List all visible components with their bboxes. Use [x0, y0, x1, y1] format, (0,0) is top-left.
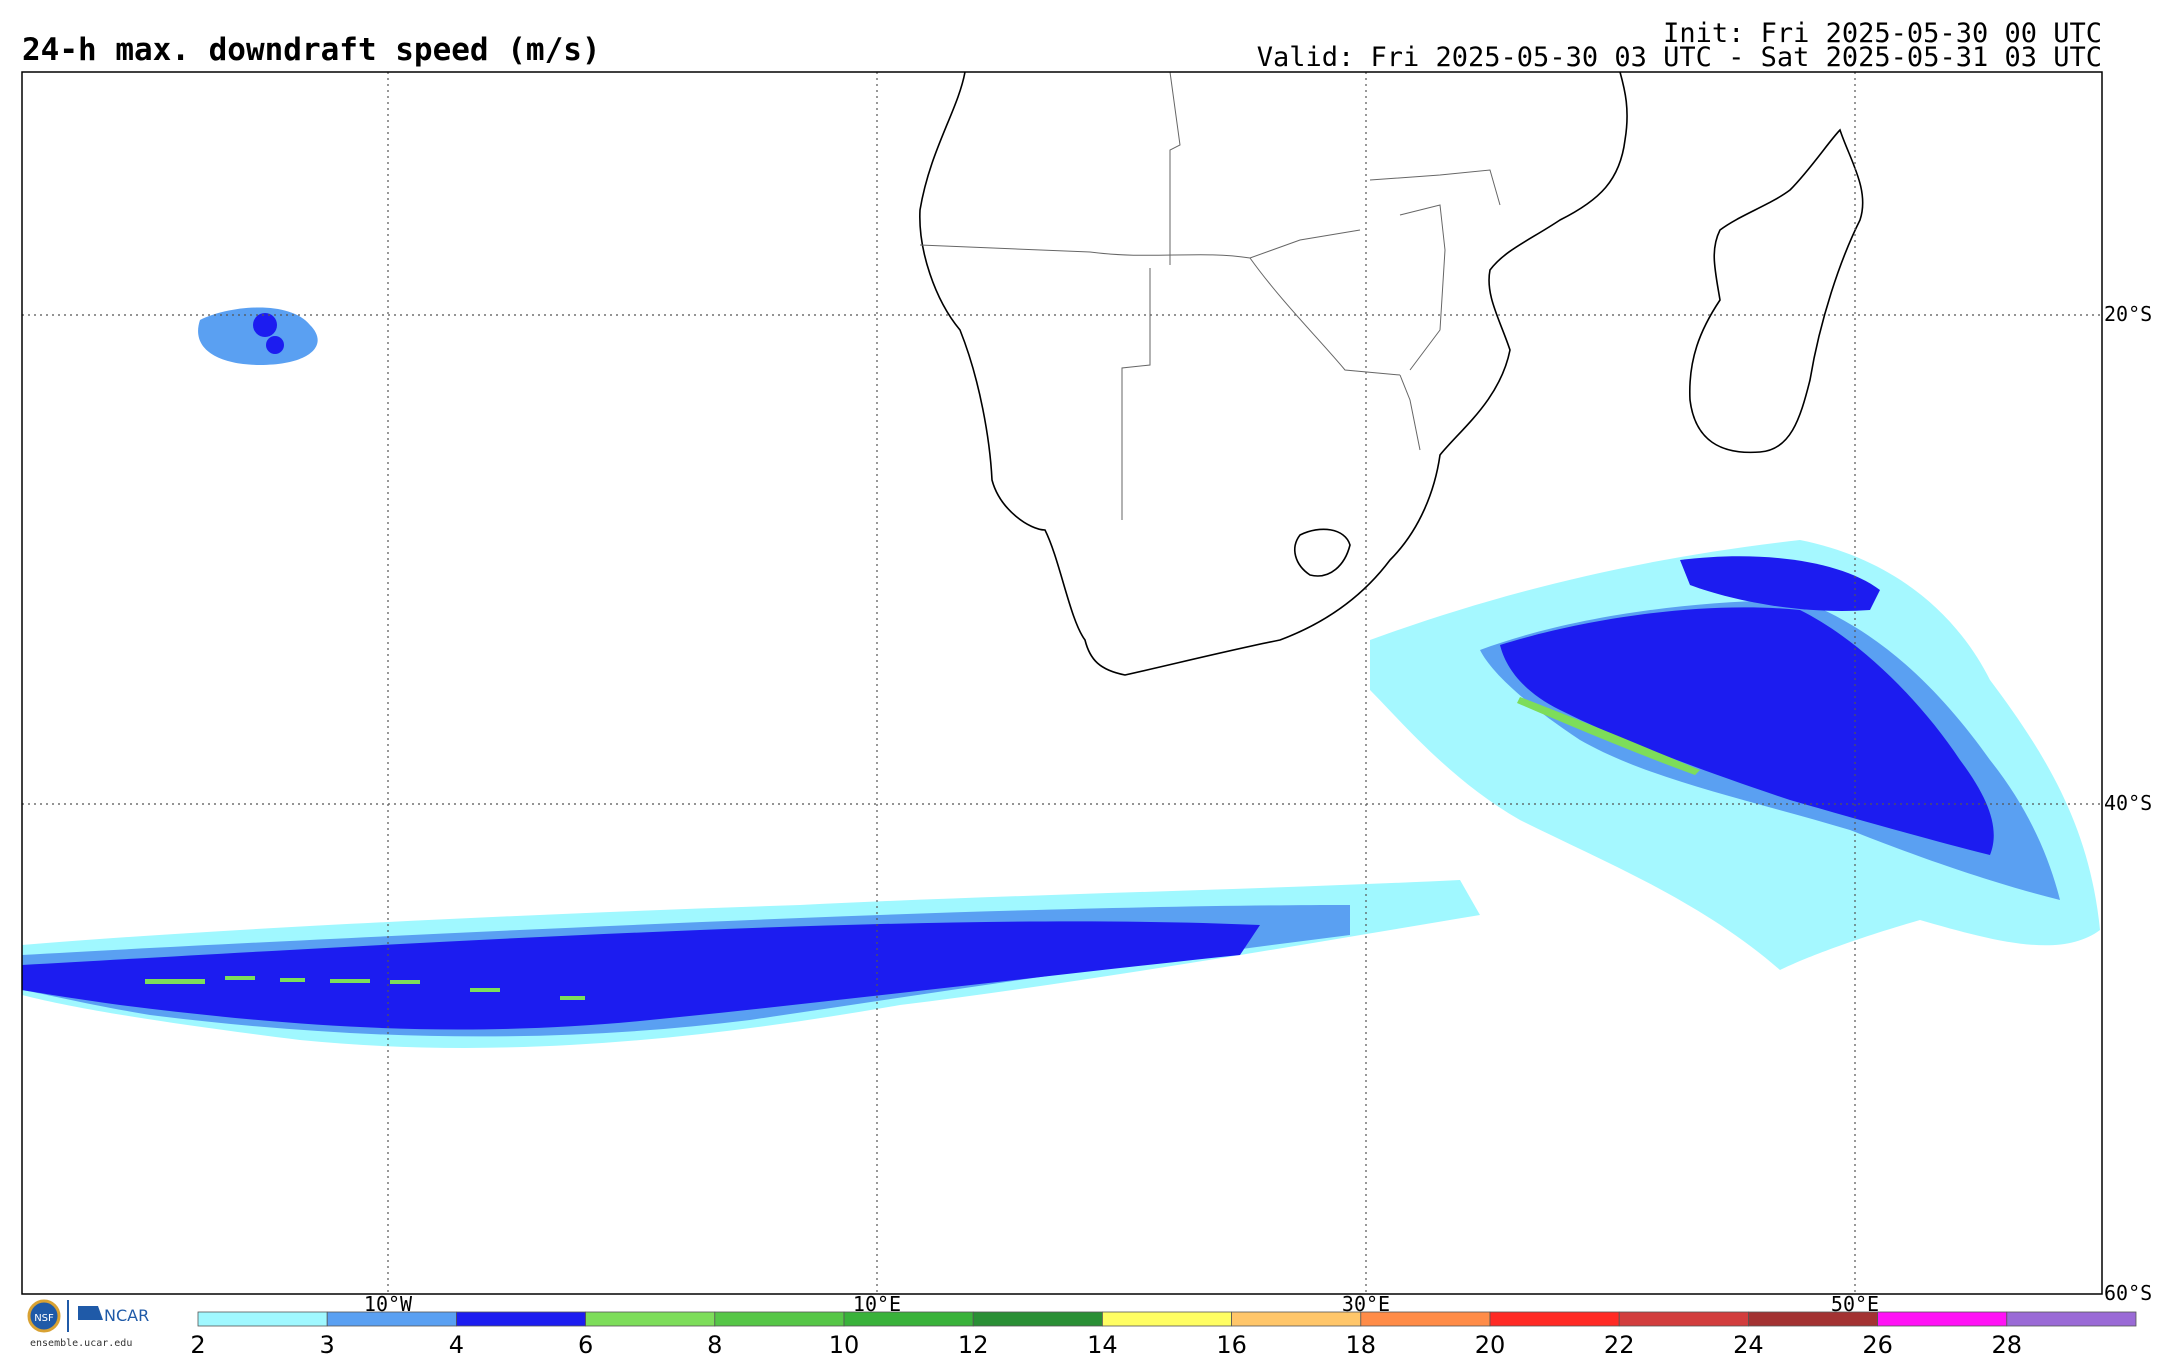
colorbar-swatch	[2006, 1311, 2137, 1327]
colorbar-swatch	[843, 1311, 974, 1327]
ncar-logo-text: NCAR	[104, 1306, 149, 1325]
colorbar: 2 3 4 6 8 10 12 14 16 18 20 22 24 26 28	[190, 1311, 2137, 1354]
colorbar-swatch	[1877, 1311, 2008, 1327]
borders	[919, 71, 1501, 520]
colorbar-swatch	[972, 1311, 1103, 1327]
init-time: Init: Fri 2025-05-30 00 UTC	[1663, 18, 2102, 49]
colorbar-tick-label: 12	[958, 1331, 989, 1354]
colorbar-tick-label: 10	[829, 1331, 860, 1354]
forecast-times: Init: Fri 2025-05-30 00 UTC Valid: Fri 2…	[1256, 20, 2102, 73]
africa-coast	[919, 71, 1628, 676]
map-title: 24-h max. downdraft speed (m/s)	[22, 32, 601, 68]
colorbar-tick-label: 4	[449, 1331, 464, 1354]
colorbar-swatch	[714, 1311, 845, 1327]
colorbar-tick-label: 6	[578, 1331, 593, 1354]
lat-label: 20°S	[2104, 302, 2152, 326]
lat-labels: 20°S 40°S 60°S	[2104, 302, 2152, 1305]
nsf-logo-text: NSF	[34, 1313, 54, 1324]
valid-time: Valid: Fri 2025-05-30 03 UTC - Sat 2025-…	[1256, 42, 2102, 73]
colorbar-swatch	[1231, 1311, 1362, 1327]
colorbar-tick-label: 18	[1346, 1331, 1377, 1354]
colorbar-swatch	[1102, 1311, 1233, 1327]
colorbar-tick-label: 2	[190, 1331, 205, 1354]
colorbar-swatch	[1360, 1311, 1491, 1327]
se-green	[1517, 697, 1700, 775]
colorbar-tick-label: 26	[1862, 1331, 1893, 1354]
colorbar-tick-label: 20	[1475, 1331, 1506, 1354]
map-frame	[21, 71, 2103, 1295]
lat-label: 60°S	[2104, 1281, 2152, 1305]
band-green	[145, 976, 585, 1000]
colorbar-tick-label: 24	[1733, 1331, 1764, 1354]
continent-outlines	[919, 71, 1864, 676]
colorbar-swatch	[1489, 1311, 1620, 1327]
colorbar-swatch	[585, 1311, 716, 1327]
nsf-logo-icon	[27, 1299, 61, 1333]
downdraft-field	[22, 307, 2100, 1048]
colorbar-tick-label: 8	[707, 1331, 722, 1354]
ncar-logo-icon	[78, 1306, 103, 1320]
colorbar-swatch	[197, 1311, 328, 1327]
colorbar-tick-label: 14	[1087, 1331, 1118, 1354]
colorbar-swatch	[455, 1311, 586, 1327]
se-strong-b	[1680, 556, 1880, 611]
lesotho	[1294, 528, 1351, 577]
colorbar-tick-label: 28	[1992, 1331, 2023, 1354]
colorbar-tick-label: 16	[1216, 1331, 1247, 1354]
colorbar-swatch	[326, 1311, 457, 1327]
se-strong	[1500, 607, 1994, 855]
footer-logos: NSF NCAR ensemble.ucar.edu	[27, 1299, 149, 1349]
colorbar-swatch	[1748, 1311, 1879, 1327]
ensemble-url: ensemble.ucar.edu	[30, 1338, 132, 1349]
colorbar-tick-label: 22	[1604, 1331, 1635, 1354]
madagascar	[1688, 128, 1864, 454]
lat-label: 40°S	[2104, 791, 2152, 815]
colorbar-tick-label: 3	[320, 1331, 335, 1354]
colorbar-swatch	[1618, 1311, 1749, 1327]
graticule	[22, 72, 2102, 1294]
band-strong	[22, 921, 1260, 1030]
nw-cluster	[198, 307, 318, 365]
